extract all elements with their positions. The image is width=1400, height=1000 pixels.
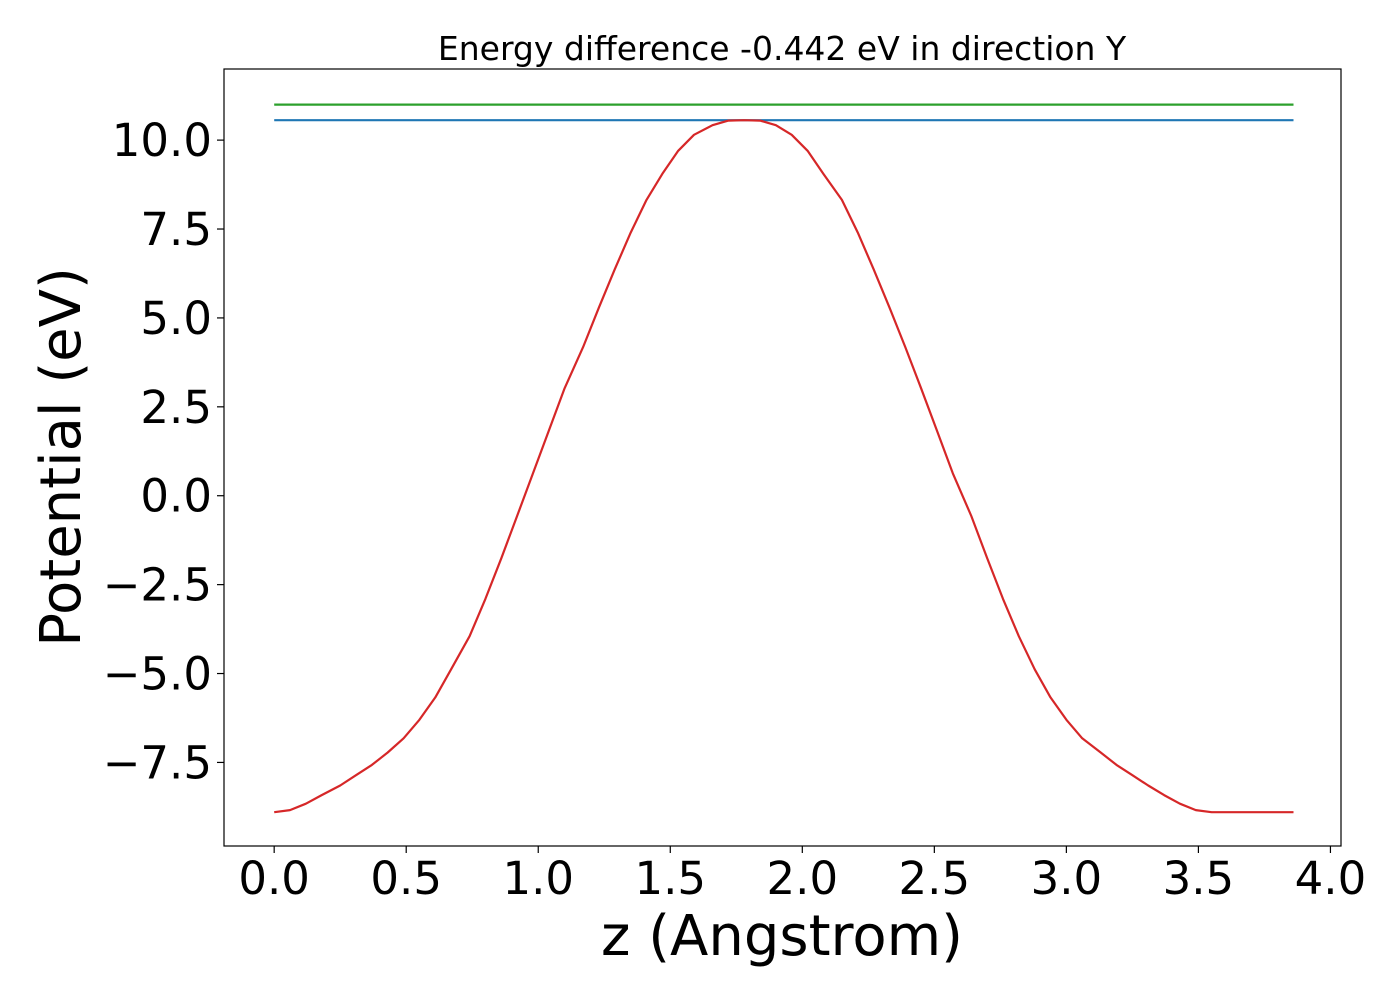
y-tick-label: 7.5 xyxy=(140,203,212,256)
plot-frame xyxy=(223,68,1342,847)
chart-title: Energy difference -0.442 eV in direction… xyxy=(438,29,1127,68)
series-line-2 xyxy=(274,119,1294,814)
x-tick-label: 0.0 xyxy=(238,852,310,905)
y-tick-label: −5.0 xyxy=(103,648,212,701)
x-tick-label: 3.5 xyxy=(1163,852,1235,905)
y-axis: −7.5 −5.0 −2.5 0.0 2.5 5.0 7.5 10.0 xyxy=(103,114,224,789)
x-tick-label: 0.5 xyxy=(370,852,442,905)
x-tick-label: 2.0 xyxy=(767,852,839,905)
y-tick-label: 2.5 xyxy=(140,381,212,434)
y-tick-label: −7.5 xyxy=(103,736,212,789)
y-axis-label: Potential (eV) xyxy=(29,267,94,647)
x-tick-label: 2.5 xyxy=(899,852,971,905)
y-tick-label: 5.0 xyxy=(140,292,212,345)
x-tick-label: 4.0 xyxy=(1295,852,1367,905)
y-tick-label: 10.0 xyxy=(112,114,212,167)
x-axis: 0.0 0.5 1.0 1.5 2.0 2.5 3.0 3.5 4.0 xyxy=(238,846,1366,905)
x-tick-label: 1.5 xyxy=(634,852,706,905)
y-tick-label: −2.5 xyxy=(103,559,212,612)
series-layer xyxy=(274,103,1294,814)
x-tick-label: 3.0 xyxy=(1031,852,1103,905)
x-tick-label: 1.0 xyxy=(502,852,574,905)
y-tick-label: 0.0 xyxy=(140,470,212,523)
x-axis-label: z (Angstrom) xyxy=(601,904,963,969)
